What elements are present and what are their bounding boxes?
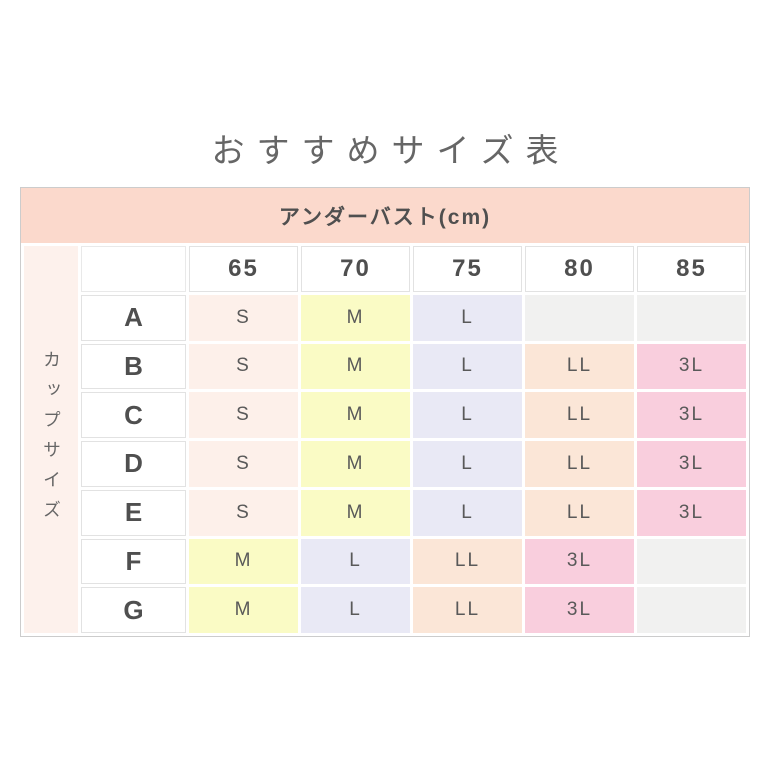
size-cell: S [189, 441, 298, 487]
size-cell: M [189, 587, 298, 633]
size-cell: L [413, 392, 522, 438]
size-cell: M [301, 294, 410, 341]
size-cell: 3L [637, 441, 746, 487]
size-cell [637, 294, 746, 341]
size-cell: M [301, 489, 410, 536]
size-cell: M [301, 392, 410, 438]
cup-row-label: F [81, 538, 186, 585]
cup-row-label: E [81, 489, 186, 536]
size-cell: 3L [525, 538, 634, 585]
underbust-column-header: 80 [525, 246, 634, 292]
size-cell [637, 538, 746, 585]
size-cell: L [413, 294, 522, 341]
size-cell: LL [525, 489, 634, 536]
underbust-header: アンダーバスト(cm) [21, 188, 749, 243]
size-grid: 65 70 75 80 85 A S M L B S M L LL 3L C S M L LL 3L D S M L LL 3L E S… [81, 246, 746, 633]
size-cell: S [189, 489, 298, 536]
size-cell: 3L [637, 392, 746, 438]
size-cell: L [413, 343, 522, 390]
size-cell [637, 587, 746, 633]
cup-row-label: A [81, 294, 186, 341]
cup-size-label: カップサイズ [41, 349, 61, 530]
cup-row-label: C [81, 392, 186, 438]
size-cell: LL [413, 538, 522, 585]
underbust-column-header: 70 [301, 246, 410, 292]
size-cell: L [413, 489, 522, 536]
size-cell [525, 294, 634, 341]
underbust-column-header: 85 [637, 246, 746, 292]
size-cell: L [301, 587, 410, 633]
size-cell: S [189, 294, 298, 341]
underbust-column-header: 65 [189, 246, 298, 292]
cup-row-label: B [81, 343, 186, 390]
cup-row-label: D [81, 441, 186, 487]
size-cell: M [301, 441, 410, 487]
recommended-size-table: アンダーバスト(cm) カップサイズ 65 70 75 80 85 A S M L B S M L LL 3… [20, 187, 750, 637]
size-cell: LL [525, 392, 634, 438]
size-cell: 3L [637, 489, 746, 536]
size-cell: L [413, 441, 522, 487]
page-title: おすすめサイズ表 [211, 132, 571, 169]
size-cell: LL [525, 441, 634, 487]
size-cell: S [189, 343, 298, 390]
size-cell: 3L [637, 343, 746, 390]
cup-row-label: G [81, 587, 186, 633]
table-body: カップサイズ 65 70 75 80 85 A S M L B S M L LL 3L C S M L LL 3L D S M… [21, 243, 749, 636]
size-cell: M [189, 538, 298, 585]
size-cell: LL [413, 587, 522, 633]
size-cell: 3L [525, 587, 634, 633]
size-cell: S [189, 392, 298, 438]
size-cell: LL [525, 343, 634, 390]
size-cell: L [301, 538, 410, 585]
underbust-column-header: 75 [413, 246, 522, 292]
size-cell: M [301, 343, 410, 390]
cup-size-side-strip: カップサイズ [24, 246, 78, 633]
corner-cell [81, 246, 186, 292]
